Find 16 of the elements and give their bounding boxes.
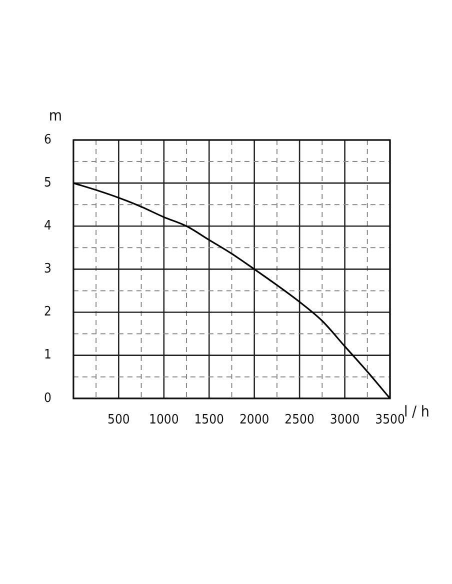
- y-tick-label: 4: [44, 218, 52, 234]
- y-tick-label: 2: [44, 304, 52, 320]
- x-tick-label: 1500: [194, 412, 224, 428]
- y-tick-label: 5: [44, 175, 52, 190]
- y-tick-label: 3: [44, 262, 52, 277]
- x-tick-label: 2000: [239, 412, 270, 428]
- y-axis-title: m: [48, 106, 62, 124]
- x-tick-label: 3500: [375, 412, 405, 428]
- y-tick-label: 0: [44, 390, 52, 406]
- x-tick-label: 2500: [284, 412, 314, 428]
- x-tick-label: 1000: [149, 412, 179, 428]
- x-axis-title: l / h: [404, 402, 430, 420]
- x-tick-label: 500: [108, 412, 130, 428]
- x-tick-label: 3000: [330, 412, 360, 428]
- y-tick-label: 6: [44, 132, 52, 148]
- y-tick-label: 1: [44, 348, 52, 363]
